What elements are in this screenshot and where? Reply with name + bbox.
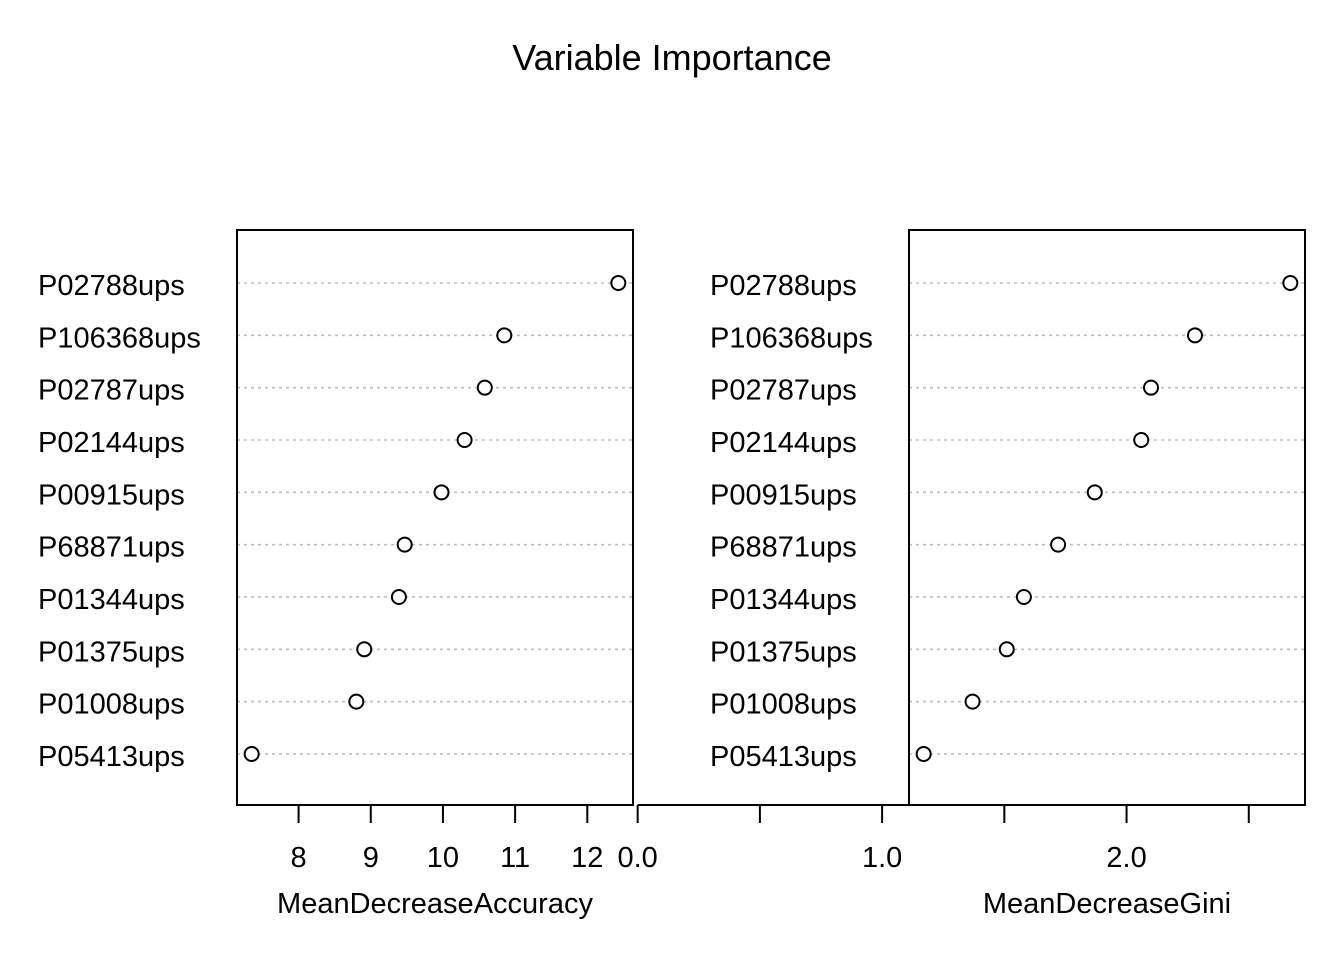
data-point [1050, 536, 1067, 553]
data-point [1015, 588, 1032, 605]
x-tick-label: 10 [427, 842, 459, 874]
x-tick-label: 12 [571, 842, 603, 874]
variable-label: P05413ups [710, 741, 857, 773]
variable-label: P02787ups [710, 375, 857, 407]
data-point [356, 641, 373, 658]
variable-label: P01008ups [38, 689, 185, 721]
data-point [456, 431, 473, 448]
variable-label: P01344ups [38, 584, 185, 616]
data-point [396, 536, 413, 553]
variable-label: P00915ups [710, 479, 857, 511]
variable-label: P02788ups [710, 270, 857, 302]
data-point [433, 484, 450, 501]
panels-group: P02788ups P106368ups P02787ups P02144ups P00… [38, 229, 1306, 920]
x-tick-label: 8 [291, 842, 307, 874]
data-point [1133, 431, 1150, 448]
data-point [964, 693, 981, 710]
data-point [243, 745, 260, 762]
data-point [610, 275, 627, 291]
data-point [1086, 484, 1103, 501]
variable-label: P02144ups [710, 427, 857, 459]
data-point [496, 327, 513, 344]
chart-title: Variable Importance [512, 37, 832, 78]
x-tick-label: 1.0 [862, 842, 902, 874]
variable-label: P02788ups [38, 270, 185, 302]
variable-label: P00915ups [38, 479, 185, 511]
data-point [1187, 327, 1203, 344]
variable-label: P02787ups [38, 375, 185, 407]
plot-frame [908, 229, 1306, 806]
x-tick-label: 11 [500, 842, 530, 874]
variable-label: P05413ups [38, 741, 185, 773]
x-tick-label: 9 [363, 842, 379, 874]
panel-1: P02788ups P106368ups P02787ups P02144ups P00… [38, 229, 634, 920]
data-point [348, 693, 365, 710]
x-tick-label: 2.0 [1106, 842, 1146, 874]
x-axis-label: MeanDecreaseAccuracy [277, 888, 593, 920]
variable-label: P01375ups [710, 636, 857, 668]
variable-label: P01375ups [38, 636, 185, 668]
variable-label: P02144ups [38, 427, 185, 459]
plot-frame [236, 229, 634, 806]
data-point [476, 379, 493, 396]
variable-label: P68871ups [38, 532, 185, 564]
variable-label: P01344ups [710, 584, 857, 616]
x-tick-label: 0.0 [618, 842, 658, 874]
data-point [1282, 275, 1299, 291]
variable-label: P01008ups [710, 689, 857, 721]
panel-2: P02788ups P106368ups P02787ups P02144ups P00… [618, 229, 1306, 920]
data-point [915, 745, 932, 762]
variable-label: P68871ups [710, 532, 857, 564]
x-axis-label: MeanDecreaseGini [983, 888, 1231, 920]
data-point [998, 641, 1015, 658]
variable-label: P106368ups [38, 322, 201, 354]
data-point [1143, 379, 1159, 396]
data-point [390, 588, 407, 605]
variable-label: P106368ups [710, 322, 873, 354]
